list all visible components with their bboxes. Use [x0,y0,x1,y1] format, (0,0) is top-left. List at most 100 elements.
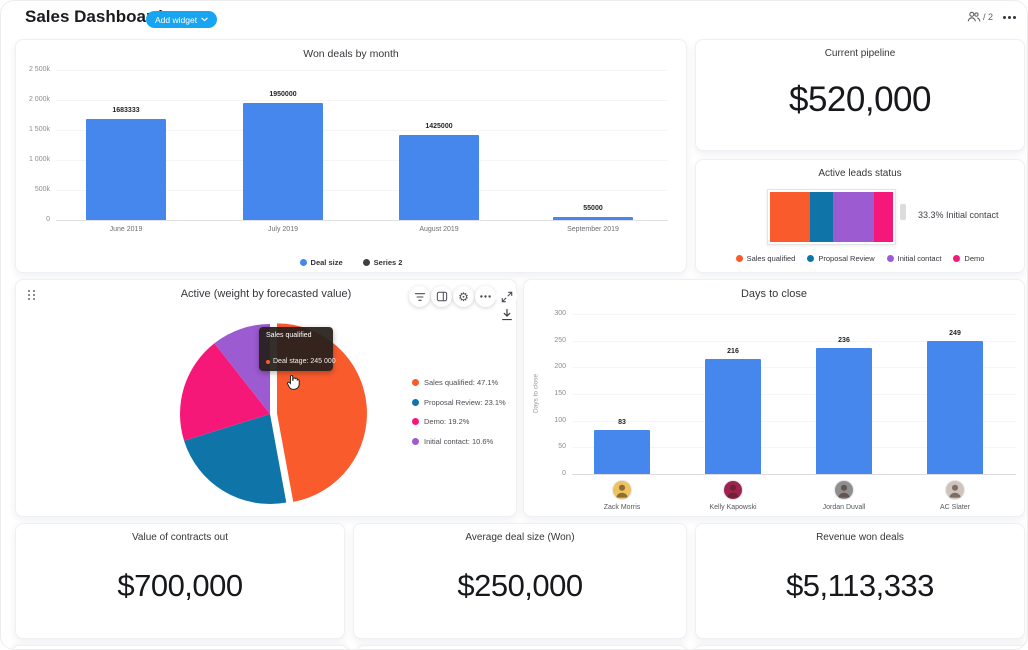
y-tick-label: 1 000k [28,156,50,163]
pie-slice[interactable] [184,414,287,504]
legend-item[interactable]: Initial contact: 10.6% [412,437,506,446]
widget-won-deals-by-month: Won deals by month 0 500k 1 000k 1 500k 2 00… [15,39,687,273]
y-tick-label: 100 [554,416,566,424]
add-widget-label: Add widget [155,14,198,25]
bar-value-label: 1683333 [112,107,140,114]
y-tick-label: 300 [554,310,566,317]
person-name: Kelly Kapowski [709,504,757,511]
chevron-down-icon [201,17,208,22]
gridline [572,474,1016,475]
board-view-icon[interactable] [431,286,452,307]
widget-revenue-won: Revenue won deals $5,113,333 [695,523,1025,639]
gridline [572,340,1016,342]
legend-item[interactable]: Initial contact [886,254,941,263]
days-bar[interactable] [594,429,650,474]
legend-dot [299,259,307,266]
pipeline-value: $520,000 [789,80,931,119]
gridline [56,160,668,161]
members-indicator[interactable]: / 2 [967,10,993,23]
widget-title: Revenue won deals [816,532,904,543]
legend-dot [886,255,894,262]
legend-item[interactable]: Series 2 [362,258,403,267]
legend-item[interactable]: Proposal Review: 23.1% [412,398,506,407]
widget-title: Days to close [740,288,808,300]
legend-label: Sales qualified: 47.1% [424,378,499,387]
y-tick-label: 250 [554,336,566,344]
legend-label: Series 2 [373,258,403,267]
stack-segment[interactable] [833,192,875,242]
partial-card [11,645,349,649]
stack-segment[interactable] [810,192,834,242]
pie-legend: Sales qualified: 47.1% Proposal Review: 2… [412,378,506,456]
legend-item[interactable]: Sales qualified [735,254,795,263]
partial-card [694,645,1027,649]
x-category-label: August 2019 [419,226,459,233]
contracts-value: $700,000 [117,568,243,603]
filter-icon[interactable] [409,286,430,307]
y-tick-label: 200 [554,363,566,371]
widget-title: Average deal size (Won) [465,532,575,543]
widget-title: Current pipeline [824,48,896,59]
tooltip-value: Deal stage: 245 000 [273,358,336,365]
pie-slice[interactable] [180,343,270,441]
tooltip-title: Sales qualified [266,332,312,339]
legend-item[interactable]: Deal size [299,258,343,267]
widget-days-to-close: Days to close Days to close 0 50 100 150 200… [523,279,1025,517]
days-bar[interactable] [927,341,983,474]
days-bar[interactable] [816,348,872,474]
y-tick-label: 500k [34,186,50,193]
stack-segment[interactable] [770,192,811,242]
legend-dot [953,255,961,262]
download-icon[interactable] [501,308,513,321]
legend-dot [807,255,815,262]
leads-legend: Sales qualified Proposal Review Initial co… [696,254,1024,263]
leads-stacked-bar [767,189,896,245]
stack-segment[interactable] [874,192,893,242]
legend-dot [412,398,419,406]
deal-size-bar[interactable] [553,216,633,220]
members-count: / 2 [983,11,994,22]
y-tick-label: 0 [46,216,50,223]
bar-value-label: 1950000 [269,91,297,98]
days-to-close-chart: 0 50 100 150 200 250 300 83 Zack Morris 216 Kelly … [524,280,1024,516]
legend-item[interactable]: Sales qualified: 47.1% [412,378,506,387]
gridline [56,100,668,101]
deal-size-bar[interactable] [243,103,323,220]
more-menu-icon[interactable] [1003,16,1016,19]
person-avatar [945,480,965,500]
x-category-label: June 2019 [109,226,143,233]
gridline [572,367,1016,369]
leads-annotation: 33.3% Initial contact [918,210,999,220]
gridline [56,190,668,191]
legend-item[interactable]: Proposal Review [807,254,875,263]
mouse-cursor [286,372,303,391]
add-widget-button[interactable]: Add widget [146,11,218,28]
legend-dot [412,437,419,445]
legend-item[interactable]: Demo [953,254,984,263]
y-tick-label: 2 000k [28,96,50,103]
widget-current-pipeline: Current pipeline $520,000 [695,39,1025,151]
legend-dot [735,255,743,262]
person-name: AC Slater [940,504,970,511]
drag-handle-icon[interactable] [28,290,36,302]
settings-gear-icon[interactable]: ⚙ [453,286,474,307]
people-icon [967,11,981,22]
deal-size-bar[interactable] [86,119,166,220]
legend-label: Demo [964,254,985,263]
legend-item[interactable]: Demo: 19.2% [412,417,506,426]
legend-dot [412,379,419,386]
expand-icon[interactable] [496,286,517,307]
widget-more-icon[interactable] [475,286,496,307]
bar-value-label: 236 [838,337,850,345]
pie-slice[interactable] [214,324,270,414]
legend-label: Initial contact: 10.6% [424,436,494,446]
chart-tooltip: Sales qualified Deal stage: 245 000 [259,327,336,371]
resize-handle[interactable] [900,204,906,220]
deal-size-bar[interactable] [399,134,479,220]
days-bar[interactable] [705,358,761,474]
bar-value-label: 55000 [583,204,603,212]
y-tick-label: 2 500k [28,66,50,73]
bar-value-label: 249 [949,330,961,338]
y-tick-label: 150 [554,390,566,397]
